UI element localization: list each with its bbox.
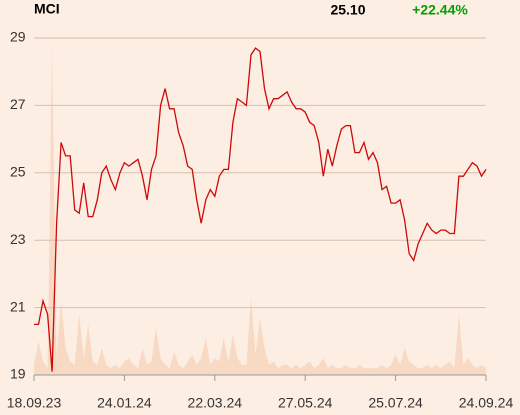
x-tick-label: 18.09.23	[7, 395, 62, 411]
y-tick-label: 19	[10, 366, 26, 382]
y-tick-label: 27	[10, 96, 26, 112]
x-tick-label: 24.09.24	[459, 395, 514, 411]
x-tick-label: 24.01.24	[97, 395, 152, 411]
last-price: 25.10	[330, 2, 365, 18]
x-tick-label: 25.07.24	[368, 395, 423, 411]
y-tick-label: 23	[10, 231, 26, 247]
ticker: MCI	[34, 1, 60, 17]
x-tick-label: 27.05.24	[278, 395, 333, 411]
x-tick-label: 22.03.24	[188, 395, 243, 411]
y-tick-label: 25	[10, 164, 26, 180]
y-tick-label: 29	[10, 29, 26, 45]
volume-area	[34, 44, 486, 375]
y-tick-label: 21	[10, 298, 26, 314]
price-line	[34, 47, 487, 372]
price-change: +22.44%	[412, 2, 468, 18]
